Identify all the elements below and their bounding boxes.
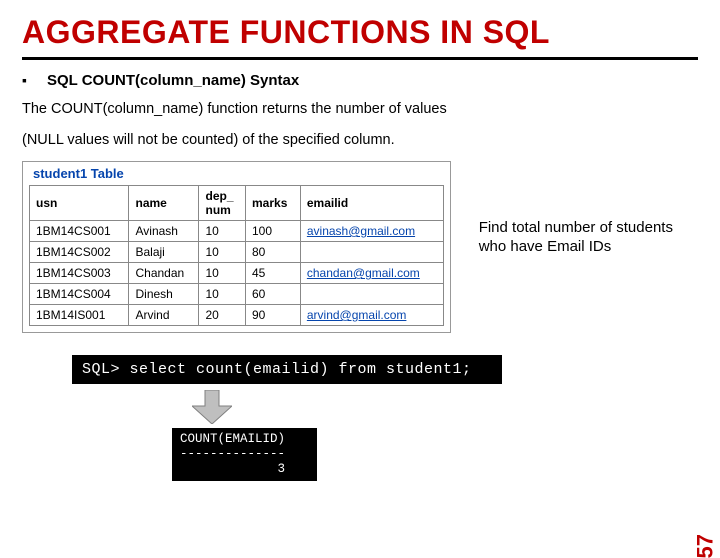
table-cell: 1BM14CS001 <box>30 221 129 242</box>
table-cell: 10 <box>199 263 246 284</box>
table-cell: 80 <box>246 242 301 263</box>
email-link: avinash@gmail.com <box>307 224 415 238</box>
result-value: 3 <box>180 462 285 476</box>
callout-text: Find total number of students who have E… <box>479 161 698 333</box>
table-cell: 10 <box>199 284 246 305</box>
table-row: 1BM14CS003Chandan1045 chandan@gmail.com <box>30 263 444 284</box>
table-caption: student1 Table <box>33 166 444 181</box>
table-row: 1BM14IS001Arvind2090 arvind@gmail.com <box>30 305 444 326</box>
email-link: arvind@gmail.com <box>307 308 407 322</box>
table-cell: 45 <box>246 263 301 284</box>
table-row: 1BM14CS004Dinesh1060 <box>30 284 444 305</box>
content-area: ▪ SQL COUNT(column_name) Syntax The COUN… <box>0 72 720 481</box>
sql-query: SQL> select count(emailid) from student1… <box>72 355 502 384</box>
figure-row: student1 Table usnnamedep_ nummarksemail… <box>22 161 698 333</box>
body-line-2: (NULL values will not be counted) of the… <box>22 130 698 151</box>
bullet-marker: ▪ <box>22 72 27 88</box>
table-cell: 90 <box>246 305 301 326</box>
table-cell: 1BM14CS004 <box>30 284 129 305</box>
result-header: COUNT(EMAILID) <box>180 432 285 446</box>
table-header-row: usnnamedep_ nummarksemailid <box>30 186 444 221</box>
student-table-wrap: student1 Table usnnamedep_ nummarksemail… <box>22 161 451 333</box>
page-number: 57 <box>692 534 718 558</box>
table-cell: 100 <box>246 221 301 242</box>
table-header-cell: dep_ num <box>199 186 246 221</box>
slide-title: AGGREGATE FUNCTIONS IN SQL <box>0 0 720 55</box>
down-arrow-icon <box>192 390 698 424</box>
table-cell: 1BM14CS003 <box>30 263 129 284</box>
table-header-cell: usn <box>30 186 129 221</box>
table-cell: Balaji <box>129 242 199 263</box>
title-underline <box>22 57 698 60</box>
email-link: chandan@gmail.com <box>307 266 420 280</box>
table-row: 1BM14CS001Avinash10100 avinash@gmail.com <box>30 221 444 242</box>
result-divider: -------------- <box>180 447 285 461</box>
body-line-1: The COUNT(column_name) function returns … <box>22 99 698 120</box>
table-cell: Chandan <box>129 263 199 284</box>
table-body: 1BM14CS001Avinash10100avinash@gmail.com1… <box>30 221 444 326</box>
table-cell <box>300 284 443 305</box>
table-cell: avinash@gmail.com <box>300 221 443 242</box>
table-cell: 60 <box>246 284 301 305</box>
table-cell <box>300 242 443 263</box>
table-row: 1BM14CS002Balaji1080 <box>30 242 444 263</box>
table-cell: 1BM14CS002 <box>30 242 129 263</box>
table-cell: 10 <box>199 242 246 263</box>
table-cell: arvind@gmail.com <box>300 305 443 326</box>
table-header-cell: emailid <box>300 186 443 221</box>
student-table: usnnamedep_ nummarksemailid 1BM14CS001Av… <box>29 185 444 326</box>
sql-zone: SQL> select count(emailid) from student1… <box>22 355 698 481</box>
table-header-cell: name <box>129 186 199 221</box>
table-cell: 1BM14IS001 <box>30 305 129 326</box>
table-cell: 10 <box>199 221 246 242</box>
table-cell: Arvind <box>129 305 199 326</box>
subheading: SQL COUNT(column_name) Syntax <box>47 72 299 89</box>
table-header-cell: marks <box>246 186 301 221</box>
table-head: usnnamedep_ nummarksemailid <box>30 186 444 221</box>
sql-result: COUNT(EMAILID) -------------- 3 <box>172 428 317 481</box>
table-cell: Dinesh <box>129 284 199 305</box>
table-cell: 20 <box>199 305 246 326</box>
table-cell: Avinash <box>129 221 199 242</box>
bullet-item: ▪ SQL COUNT(column_name) Syntax <box>22 72 698 89</box>
table-cell: chandan@gmail.com <box>300 263 443 284</box>
